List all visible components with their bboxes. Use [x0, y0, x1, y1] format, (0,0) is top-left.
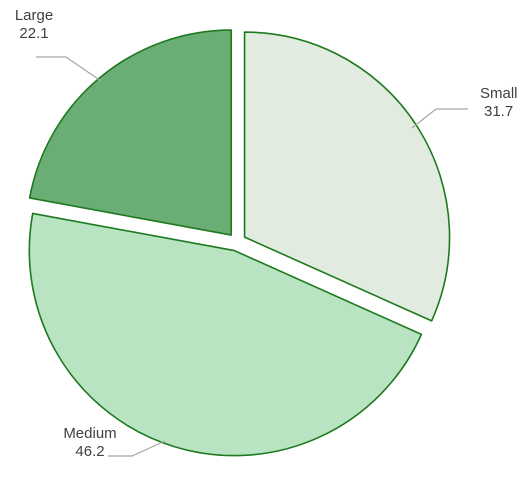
slice-name-medium: Medium [63, 425, 116, 442]
leader-line-large [36, 56, 102, 82]
pie-slice-large [28, 29, 233, 236]
slice-value-medium: 46.2 [75, 443, 104, 460]
pie-slices [28, 29, 451, 457]
pie-slice-small [243, 31, 451, 322]
slice-name-large: Large [15, 7, 53, 24]
slice-value-large: 22.1 [19, 25, 48, 42]
slice-label-medium: Medium 46.2 [63, 425, 116, 460]
leader-line-medium [108, 440, 166, 457]
leader-line-small [411, 108, 468, 129]
slice-label-large: Large 22.1 [15, 7, 53, 42]
pie-slice-medium [28, 212, 423, 457]
leader-lines [36, 56, 468, 457]
slice-label-small: Small 31.7 [480, 85, 518, 120]
slice-name-small: Small [480, 85, 518, 102]
slice-labels: Small 31.7 Medium 46.2 Large 22.1 [15, 7, 518, 460]
slice-value-small: 31.7 [484, 103, 513, 120]
